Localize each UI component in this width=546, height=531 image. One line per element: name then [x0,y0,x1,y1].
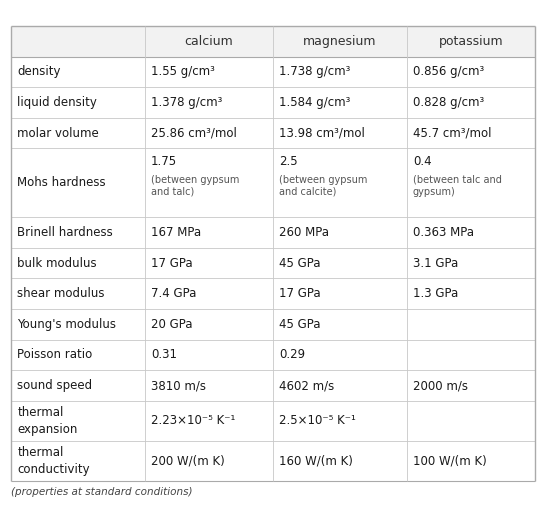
Text: sound speed: sound speed [17,379,92,392]
Text: 1.738 g/cm³: 1.738 g/cm³ [280,65,351,78]
Text: bulk modulus: bulk modulus [17,256,97,270]
Text: thermal
conductivity: thermal conductivity [17,447,90,476]
Text: 0.31: 0.31 [151,348,177,362]
Text: 4602 m/s: 4602 m/s [280,379,335,392]
Text: 1.584 g/cm³: 1.584 g/cm³ [280,96,351,109]
Text: 167 MPa: 167 MPa [151,226,201,239]
Text: Brinell hardness: Brinell hardness [17,226,113,239]
Bar [11,26,535,56]
Text: 2000 m/s: 2000 m/s [413,379,468,392]
Text: 2.5×10⁻⁵ K⁻¹: 2.5×10⁻⁵ K⁻¹ [280,414,356,427]
Text: density: density [17,65,61,78]
Text: 0.363 MPa: 0.363 MPa [413,226,474,239]
Text: 0.828 g/cm³: 0.828 g/cm³ [413,96,484,109]
Text: Mohs hardness: Mohs hardness [17,176,106,189]
Text: 0.29: 0.29 [280,348,305,362]
Text: 160 W/(m K): 160 W/(m K) [280,455,353,468]
Text: potassium: potassium [438,35,503,48]
Text: (between gypsum
and talc): (between gypsum and talc) [151,175,239,197]
Text: liquid density: liquid density [17,96,97,109]
Text: 1.75: 1.75 [151,155,177,168]
Text: (properties at standard conditions): (properties at standard conditions) [11,487,192,498]
Text: 7.4 GPa: 7.4 GPa [151,287,196,300]
Text: 45.7 cm³/mol: 45.7 cm³/mol [413,126,491,140]
Text: calcium: calcium [185,35,233,48]
Text: 200 W/(m K): 200 W/(m K) [151,455,224,468]
Text: Young's modulus: Young's modulus [17,318,116,331]
Text: 17 GPa: 17 GPa [280,287,321,300]
Text: 1.3 GPa: 1.3 GPa [413,287,458,300]
Text: 260 MPa: 260 MPa [280,226,329,239]
Text: Poisson ratio: Poisson ratio [17,348,92,362]
Text: 3810 m/s: 3810 m/s [151,379,206,392]
Text: 100 W/(m K): 100 W/(m K) [413,455,486,468]
Text: 1.55 g/cm³: 1.55 g/cm³ [151,65,215,78]
Text: thermal
expansion: thermal expansion [17,406,78,435]
Text: (between talc and
gypsum): (between talc and gypsum) [413,175,502,197]
Text: 20 GPa: 20 GPa [151,318,192,331]
Text: 3.1 GPa: 3.1 GPa [413,256,458,270]
Text: 0.856 g/cm³: 0.856 g/cm³ [413,65,484,78]
Text: magnesium: magnesium [303,35,377,48]
Text: 0.4: 0.4 [413,155,431,168]
Text: shear modulus: shear modulus [17,287,105,300]
Text: 25.86 cm³/mol: 25.86 cm³/mol [151,126,237,140]
Text: 1.378 g/cm³: 1.378 g/cm³ [151,96,222,109]
Text: 13.98 cm³/mol: 13.98 cm³/mol [280,126,365,140]
Text: 2.5: 2.5 [280,155,298,168]
Text: molar volume: molar volume [17,126,99,140]
Text: 2.23×10⁻⁵ K⁻¹: 2.23×10⁻⁵ K⁻¹ [151,414,235,427]
Text: 45 GPa: 45 GPa [280,256,321,270]
Text: 17 GPa: 17 GPa [151,256,193,270]
Text: (between gypsum
and calcite): (between gypsum and calcite) [280,175,367,197]
Text: 45 GPa: 45 GPa [280,318,321,331]
